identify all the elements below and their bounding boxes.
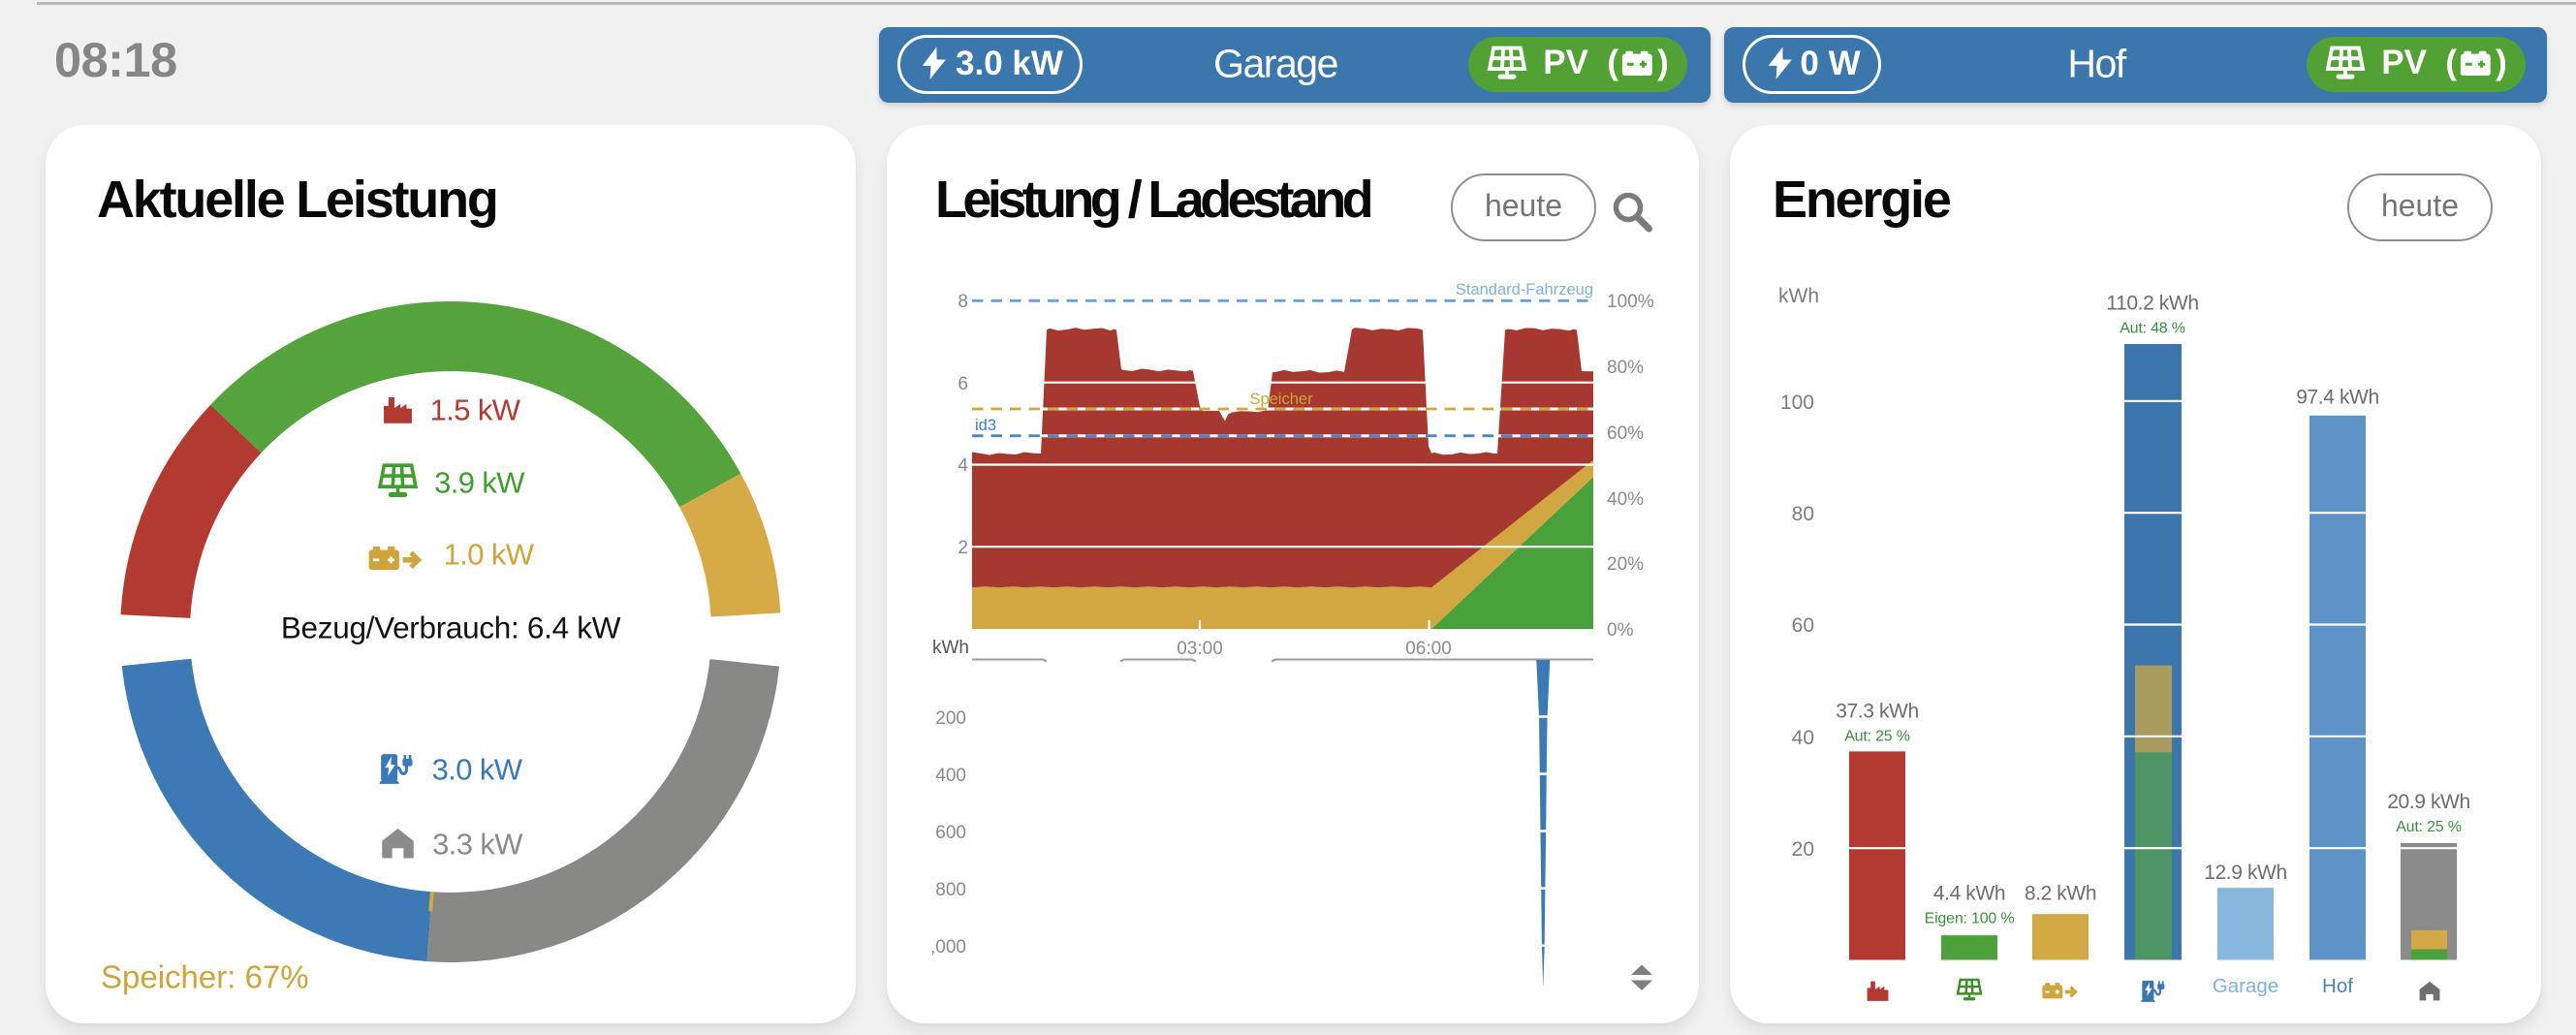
svg-text:4.4 kWh: 4.4 kWh: [1933, 883, 2005, 905]
svg-text:Eigen: 100 %: Eigen: 100 %: [1925, 911, 2015, 927]
svg-text:kWh: kWh: [932, 638, 969, 658]
svg-text:110.2 kWh: 110.2 kWh: [2106, 293, 2198, 315]
svg-text:Standard-Fahrzeug: Standard-Fahrzeug: [1456, 281, 1593, 298]
svg-text:20%: 20%: [1607, 554, 1644, 575]
svg-text:40: 40: [1792, 727, 1814, 749]
svg-text:Aut: 25 %: Aut: 25 %: [2396, 819, 2462, 835]
svg-text:03:00: 03:00: [1177, 639, 1223, 659]
svg-text:600: 600: [935, 823, 966, 843]
svg-text:20.9 kWh: 20.9 kWh: [2387, 791, 2470, 813]
svg-text:8: 8: [958, 292, 968, 312]
svg-text:4: 4: [958, 455, 968, 476]
svg-text:60: 60: [1792, 614, 1814, 637]
svg-text:Speicher: Speicher: [1249, 391, 1313, 408]
svg-text:37.3 kWh: 37.3 kWh: [1836, 701, 1919, 723]
svg-text:60%: 60%: [1607, 423, 1644, 444]
svg-text:Garage: Garage: [2213, 975, 2278, 997]
svg-text:id3: id3: [975, 417, 996, 434]
svg-text:Aut: 25 %: Aut: 25 %: [1844, 729, 1910, 745]
svg-text:40%: 40%: [1607, 489, 1644, 510]
svg-text:100: 100: [1780, 392, 1814, 414]
svg-text:2: 2: [958, 538, 968, 558]
svg-text:20: 20: [1792, 838, 1814, 861]
svg-text:06:00: 06:00: [1405, 639, 1452, 659]
svg-text:80: 80: [1792, 503, 1814, 525]
svg-text:kWh: kWh: [1778, 285, 1819, 307]
svg-text:0%: 0%: [1607, 620, 1634, 641]
svg-text:Hof: Hof: [2322, 975, 2353, 997]
svg-text:80%: 80%: [1607, 358, 1644, 378]
svg-text:6: 6: [958, 374, 968, 394]
svg-text:800: 800: [935, 880, 966, 900]
svg-text:400: 400: [935, 766, 966, 786]
svg-text:100%: 100%: [1607, 292, 1654, 312]
svg-text:8.2 kWh: 8.2 kWh: [2025, 883, 2096, 905]
svg-text:,000: ,000: [930, 937, 966, 957]
svg-text:Aut: 48 %: Aut: 48 %: [2120, 321, 2185, 337]
svg-text:97.4 kWh: 97.4 kWh: [2296, 387, 2379, 409]
svg-text:12.9 kWh: 12.9 kWh: [2204, 862, 2287, 884]
svg-text:200: 200: [935, 708, 966, 729]
